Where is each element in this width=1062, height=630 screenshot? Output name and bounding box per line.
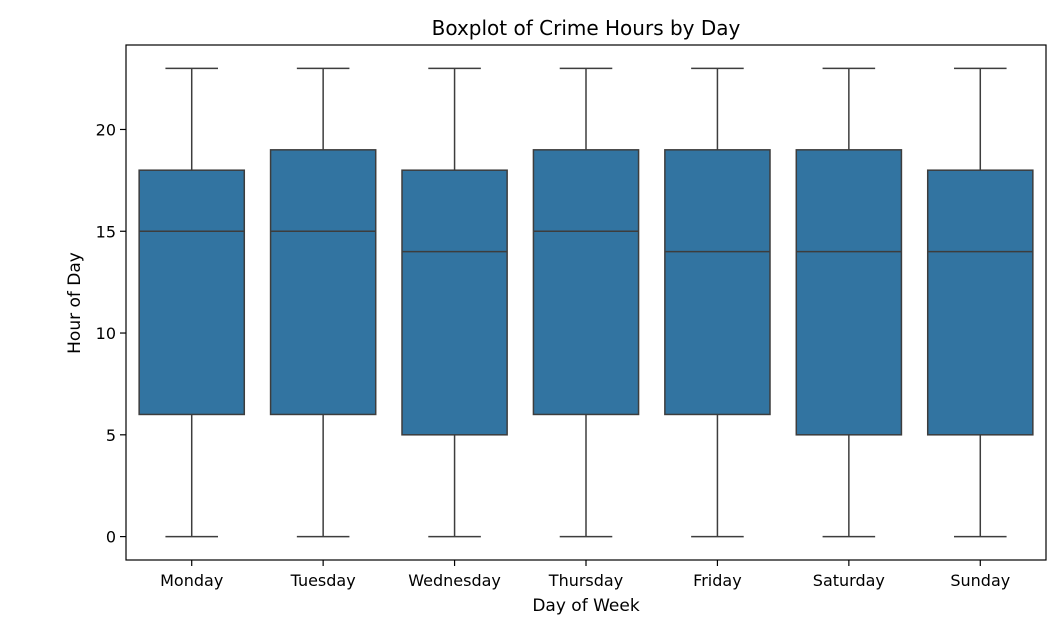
box-thursday [532,149,640,416]
box-tuesday [269,149,377,416]
chart-title: Boxplot of Crime Hours by Day [432,16,741,40]
x-axis-label: Day of Week [532,596,639,616]
y-tick-label-10: 10 [96,324,116,343]
x-tick-label-wednesday: Wednesday [408,571,501,590]
plot-area: 0 5 10 15 20 Monday Tuesday Wednesday Thursday Fr… [96,44,1047,590]
y-tick-label-15: 15 [96,222,116,241]
x-tick-label-friday: Friday [693,571,742,590]
box-sunday [926,169,1034,436]
box-monday [138,169,246,416]
y-tick-label-20: 20 [96,120,116,139]
x-tick-label-thursday: Thursday [548,571,623,590]
x-tick-label-monday: Monday [160,571,223,590]
box-friday [664,149,771,416]
y-axis-label: Hour of Day [65,252,85,354]
y-tick-label-5: 5 [106,426,116,445]
x-tick-label-sunday: Sunday [950,571,1010,590]
x-tick-label-tuesday: Tuesday [290,571,356,590]
box-saturday [795,149,903,436]
x-tick-label-saturday: Saturday [813,571,885,590]
box-wednesday [401,169,508,436]
y-tick-label-0: 0 [106,528,116,547]
